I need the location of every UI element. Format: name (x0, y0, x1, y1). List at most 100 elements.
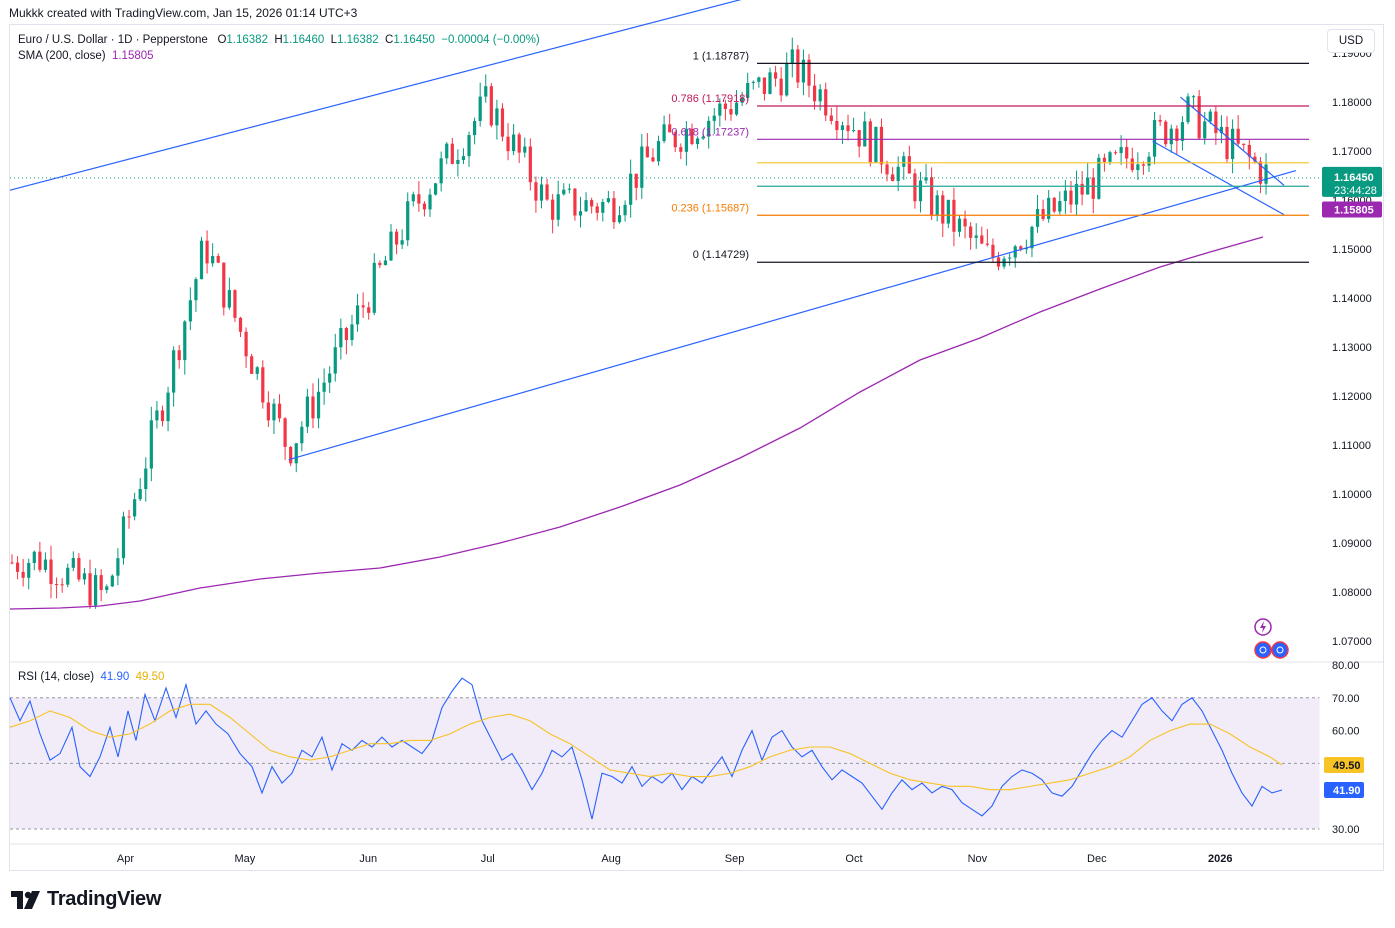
price-axis-tick: 1.07000 (1332, 636, 1372, 648)
open-value: 1.16382 (226, 34, 268, 46)
candle-body (1186, 96, 1190, 123)
candle-body (222, 262, 226, 308)
fib-label-0-786: 0.786 (1.17918) (671, 93, 749, 105)
price-axis-tick: 1.12000 (1332, 391, 1372, 403)
candle-body (489, 86, 493, 126)
close-label: C (385, 34, 394, 46)
candle-body (1180, 122, 1185, 141)
candle-body (946, 199, 950, 224)
candle-body (723, 103, 728, 109)
high-value: 1.16460 (282, 34, 325, 46)
candle-body (495, 108, 499, 126)
candle-body (355, 305, 360, 325)
candle-body (851, 130, 856, 132)
candle-body (500, 108, 505, 137)
candle-body (562, 189, 566, 195)
rsi-axis-tick: 70.00 (1332, 693, 1360, 705)
candle-body (896, 166, 900, 181)
candle-body (746, 82, 750, 99)
candle-body (818, 89, 822, 102)
candle-body (740, 98, 744, 103)
candle-body (930, 177, 934, 216)
price-axis-tick: 1.11000 (1332, 440, 1371, 452)
candle-body (1019, 246, 1023, 249)
symbol-legend[interactable]: Euro / U.S. Dollar · 1D · Pepperstone O1… (18, 34, 540, 46)
tradingview-logo[interactable]: TradingView (11, 888, 161, 911)
event-marker-icon-2 (1271, 641, 1289, 659)
rsi-axis-tick: 80.00 (1332, 660, 1360, 672)
candle-body (528, 146, 532, 183)
symbol-title: Euro / U.S. Dollar · 1D · Pepperstone (18, 34, 208, 46)
candle-body (467, 135, 471, 157)
candle-body (127, 516, 131, 518)
candle-body (411, 194, 415, 202)
candle-body (328, 373, 332, 383)
candle-body (277, 403, 282, 419)
time-axis-tick: 2026 (1208, 853, 1232, 865)
rsi-legend[interactable]: RSI (14, close) 41.90 49.50 (18, 671, 164, 683)
candle-body (283, 418, 287, 447)
candle-body (606, 198, 610, 202)
close-value: 1.16450 (393, 34, 435, 46)
candle-body (43, 559, 48, 570)
candle-body (1158, 120, 1162, 122)
candle-body (612, 198, 616, 223)
candle-body (957, 218, 962, 232)
candle-body (445, 143, 449, 159)
sma-label: SMA (200, close) (18, 50, 106, 62)
candle-body (406, 201, 410, 241)
candle-body (551, 199, 555, 220)
candle-body (300, 426, 304, 444)
candle-body (829, 115, 833, 121)
rsi-axis-tick: 60.00 (1332, 726, 1360, 738)
candle-body (1108, 152, 1112, 162)
candle-body (907, 156, 911, 174)
candle-body (77, 557, 81, 580)
candle-body (991, 244, 995, 258)
candle-body (133, 499, 137, 517)
candle-body (289, 446, 293, 464)
candle-body (110, 575, 114, 587)
candle-body (846, 125, 850, 132)
candle-body (1219, 126, 1224, 134)
candle-body (49, 559, 53, 585)
candle-body (88, 573, 92, 606)
candle-body (1236, 128, 1240, 144)
candle-body (27, 562, 31, 578)
candle-body (138, 489, 142, 500)
currency-button[interactable]: USD (1327, 29, 1375, 53)
price-axis-tick: 1.13000 (1332, 342, 1372, 354)
chart-frame (9, 24, 1384, 871)
rsi-badge-value: 41.90 (1333, 785, 1361, 797)
candle-body (595, 206, 599, 213)
candle-body (389, 231, 393, 261)
candle-body (779, 78, 783, 96)
candle-body (629, 173, 633, 205)
candle-body (177, 350, 181, 361)
candle-body (662, 124, 666, 142)
time-axis-tick: Jun (359, 853, 377, 865)
candle-body (1047, 197, 1051, 219)
candle-body (768, 72, 772, 94)
price-axis-tick: 1.14000 (1332, 293, 1372, 305)
price-axis-tick: 1.09000 (1332, 538, 1372, 550)
time-axis-tick: Nov (968, 853, 988, 865)
candle-body (1041, 208, 1045, 219)
tradingview-logo-icon (11, 890, 40, 909)
candle-body (891, 174, 895, 181)
candle-body (244, 331, 248, 357)
candle-body (183, 321, 187, 361)
candle-body (879, 126, 884, 165)
candle-body (54, 584, 59, 586)
candle-body (924, 177, 928, 181)
sma-legend[interactable]: SMA (200, close) 1.15805 (18, 50, 154, 62)
candle-body (456, 160, 460, 164)
last-price-badge (1322, 166, 1382, 197)
candle-body (1141, 164, 1146, 166)
candle-body (1008, 257, 1012, 259)
candle-body (512, 134, 516, 152)
candle-body (573, 188, 577, 216)
candle-body (1225, 126, 1229, 160)
candle-body (238, 317, 243, 332)
